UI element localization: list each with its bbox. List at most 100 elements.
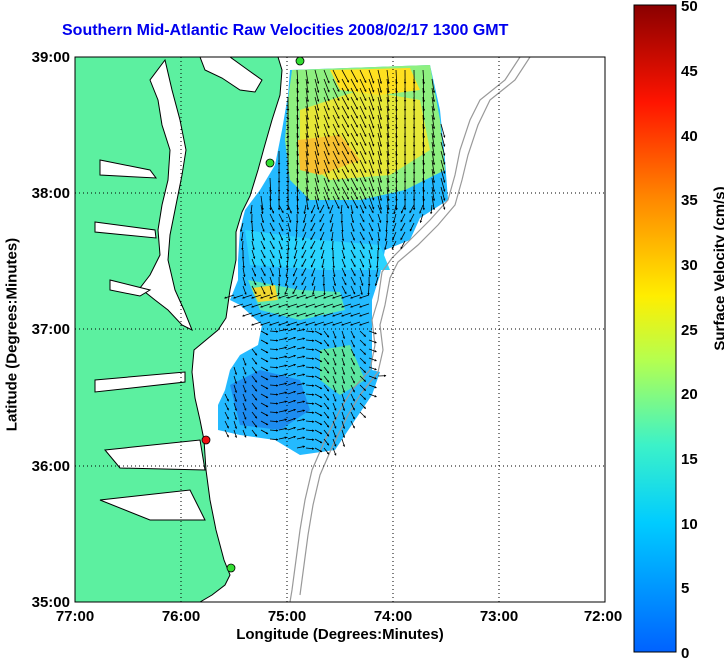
- velocity-arrow: [269, 294, 280, 299]
- velocity-arrow: [240, 222, 244, 233]
- velocity-arrow: [332, 420, 337, 429]
- velocity-arrow: [350, 78, 358, 92]
- velocity-arrow: [296, 150, 299, 166]
- velocity-arrow: [287, 231, 291, 242]
- velocity-arrow: [278, 258, 282, 269]
- velocity-arrow: [368, 87, 375, 102]
- velocity-arrow: [278, 312, 289, 317]
- colorbar-tick-label: 25: [681, 322, 698, 339]
- velocity-arrow: [359, 285, 363, 296]
- velocity-arrow: [332, 150, 340, 164]
- velocity-arrow: [296, 87, 299, 103]
- colorbar-tick-label: 5: [681, 580, 689, 597]
- velocity-arrow: [332, 321, 343, 326]
- velocity-arrow: [323, 195, 330, 210]
- colorbar-tick-label: 35: [681, 192, 698, 209]
- velocity-arrow: [269, 285, 273, 296]
- velocity-arrow: [323, 339, 330, 347]
- velocity-arrow: [323, 69, 330, 84]
- albemarle-sound: [94, 371, 186, 393]
- velocity-arrow: [395, 87, 398, 103]
- velocity-arrow: [296, 391, 306, 395]
- velocity-arrow: [278, 231, 283, 241]
- velocity-arrow: [368, 348, 377, 353]
- velocity-arrow: [305, 438, 315, 441]
- velocity-arrow: [305, 429, 315, 432]
- colorbar-tick-label: 50: [681, 0, 698, 15]
- velocity-arrow: [341, 96, 350, 110]
- velocity-arrow: [368, 96, 375, 111]
- velocity-arrow: [314, 150, 320, 165]
- velocity-arrow: [359, 303, 370, 308]
- velocity-arrow: [341, 186, 350, 200]
- velocity-arrow: [341, 78, 350, 92]
- velocity-arrow: [251, 240, 255, 251]
- velocity-arrow: [269, 402, 279, 405]
- velocity-arrow: [422, 69, 425, 85]
- colorbar: [633, 4, 677, 653]
- velocity-arrow: [323, 366, 330, 374]
- velocity-arrow: [368, 267, 371, 278]
- velocity-arrow: [314, 348, 323, 354]
- velocity-arrow: [359, 294, 370, 299]
- velocity-arrow: [269, 438, 279, 441]
- velocity-arrow: [341, 195, 350, 209]
- velocity-arrow: [269, 429, 279, 432]
- velocity-arrow: [323, 294, 334, 299]
- velocity-arrow: [251, 366, 258, 374]
- velocity-arrow: [332, 258, 335, 269]
- velocity-arrow: [341, 87, 350, 101]
- velocity-arrow: [400, 213, 406, 223]
- velocity-arrow: [386, 123, 390, 139]
- velocity-arrow: [323, 141, 330, 156]
- velocity-arrow: [368, 132, 375, 147]
- velocity-arrow: [377, 123, 382, 138]
- velocity-arrow: [386, 87, 390, 103]
- velocity-arrow: [233, 303, 244, 308]
- velocity-arrow: [422, 186, 425, 202]
- velocity-arrow: [368, 231, 373, 241]
- velocity-arrow: [314, 186, 320, 201]
- velocity-arrow: [341, 312, 352, 317]
- velocity-arrow: [341, 303, 352, 308]
- velocity-arrow: [249, 204, 253, 215]
- velocity-arrow: [242, 312, 253, 317]
- velocity-arrow: [296, 96, 299, 112]
- velocity-arrow: [431, 168, 436, 184]
- velocity-arrow: [341, 177, 350, 191]
- velocity-arrow: [242, 375, 247, 384]
- velocity-arrow: [341, 240, 345, 251]
- velocity-arrow: [242, 357, 247, 366]
- velocity-arrow: [301, 258, 307, 268]
- velocity-arrow: [296, 69, 299, 85]
- velocity-arrow: [323, 438, 330, 446]
- velocity-arrow: [260, 294, 271, 299]
- velocity-arrow: [386, 132, 390, 148]
- velocity-arrow: [260, 204, 264, 215]
- velocity-arrow: [350, 411, 355, 420]
- velocity-arrow: [314, 69, 320, 84]
- velocity-arrow: [310, 213, 316, 223]
- velocity-arrow: [359, 411, 366, 418]
- velocity-arrow: [359, 375, 366, 382]
- velocity-arrow: [368, 177, 375, 192]
- velocity-arrow: [350, 123, 358, 137]
- velocity-arrow: [233, 420, 237, 429]
- river-inlet: [94, 221, 157, 239]
- velocity-arrow: [305, 402, 315, 405]
- velocity-arrow: [332, 303, 343, 308]
- velocity-arrow: [242, 258, 245, 269]
- velocity-arrow: [323, 303, 334, 308]
- velocity-arrow: [314, 132, 320, 147]
- velocity-arrow: [296, 159, 299, 175]
- velocity-arrow: [269, 339, 279, 342]
- velocity-arrow: [305, 114, 309, 130]
- velocity-arrow: [377, 240, 380, 251]
- velocity-arrow: [350, 420, 355, 429]
- velocity-arrow: [332, 159, 340, 173]
- velocity-arrow: [323, 285, 326, 296]
- velocity-arrow: [368, 195, 375, 210]
- velocity-arrow: [341, 294, 352, 299]
- velocity-arrow: [431, 195, 436, 211]
- colorbar-tick-label: 15: [681, 451, 698, 468]
